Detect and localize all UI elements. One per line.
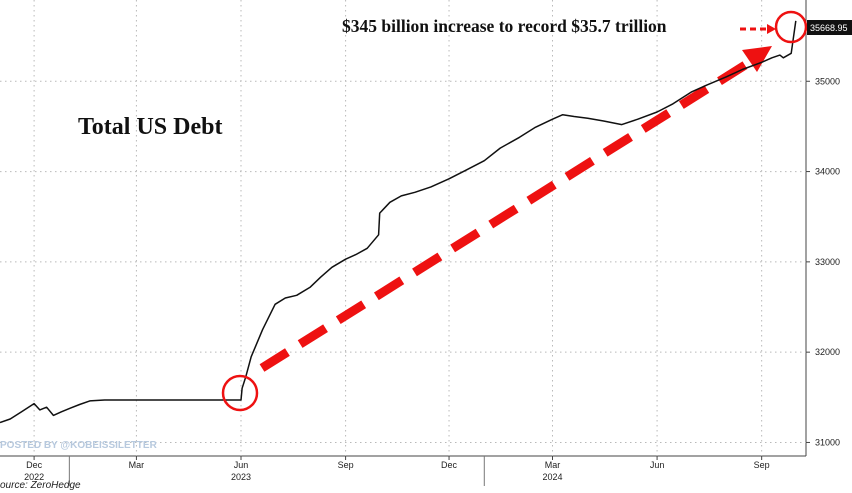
last-value-label: 35668.95 — [810, 23, 848, 33]
x-tick-label-3: Sep — [338, 460, 354, 470]
x-tick-label-6: Jun — [650, 460, 665, 470]
y-tick-label-33000: 33000 — [815, 257, 840, 267]
y-tick-label-31000: 31000 — [815, 437, 840, 447]
chart-title: Total US Debt — [78, 114, 222, 140]
x-year-label-2023: 2023 — [231, 472, 251, 482]
watermark: POSTED BY @KOBEISSILETTER — [0, 440, 158, 451]
x-tick-label-4: Dec — [441, 460, 458, 470]
trend-arrow-head — [742, 46, 772, 72]
x-tick-label-0: Dec — [26, 460, 43, 470]
start-highlight-circle — [221, 374, 259, 412]
x-tick-label-7: Sep — [754, 460, 770, 470]
x-tick-label-5: Mar — [545, 460, 561, 470]
trend-arrow-line — [259, 58, 753, 372]
x-year-label-2022: 2022 — [24, 472, 44, 482]
series-line-total-us-debt — [0, 20, 797, 424]
y-tick-label-34000: 34000 — [815, 167, 840, 177]
plot-background — [0, 0, 806, 456]
y-axis-band — [806, 0, 852, 456]
y-axis-ticks: 31000 32000 33000 34000 35000 — [806, 76, 840, 447]
x-year-label-2024: 2024 — [542, 472, 562, 482]
y-tick-label-32000: 32000 — [815, 347, 840, 357]
x-axis-ticks: Dec 2022 Mar Jun 2023 Sep Dec Mar 2024 Jun Sep — [24, 456, 770, 486]
y-tick-label-35000: 35000 — [815, 76, 840, 86]
annotation-arrow-head — [767, 24, 776, 34]
source-note: ource: ZeroHedge — [0, 480, 81, 491]
x-tick-label-2: Jun — [234, 460, 249, 470]
x-axis-band — [0, 456, 852, 493]
chart-annotation: $345 billion increase to record $35.7 tr… — [342, 16, 667, 36]
end-highlight-circle — [774, 10, 808, 44]
vertical-gridlines — [33, 0, 763, 456]
last-value-box — [807, 20, 852, 35]
x-tick-label-1: Mar — [129, 460, 145, 470]
